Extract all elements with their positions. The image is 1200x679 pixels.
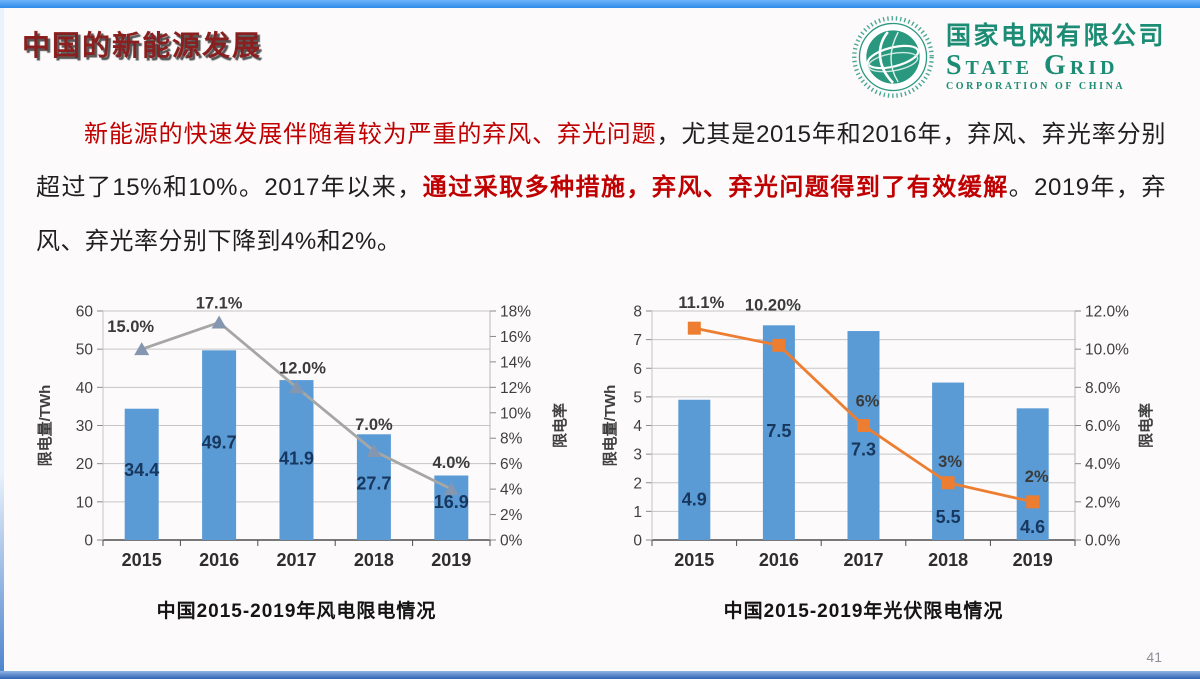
wind-curtailment-chart-svg: 60 50 40 30 20 10 0 18% 16% 14% 12% 10% 8% 6% 4% 2% 0% 20…: [36, 294, 569, 570]
svg-text:2: 2: [633, 475, 642, 492]
state-grid-logo-text: 国家电网有限公司 State Grid Corporation of China: [946, 22, 1166, 93]
logo-company-name-cn: 国家电网有限公司: [945, 21, 1166, 50]
left-border-edge: [0, 8, 4, 671]
top-border-bar: [0, 0, 1200, 8]
slide-title: 中国的新能源发展: [22, 30, 263, 61]
svg-text:4.0%: 4.0%: [1085, 456, 1121, 473]
svg-text:6.0%: 6.0%: [1085, 418, 1121, 435]
svg-text:27.7: 27.7: [356, 474, 391, 494]
wind-curtailment-chart: 60 50 40 30 20 10 0 18% 16% 14% 12% 10% 8% 6% 4% 2% 0% 20…: [20, 285, 580, 623]
svg-text:41.9: 41.9: [279, 448, 314, 468]
solar-chart-caption: 中国2015-2019年光伏限电情况: [723, 601, 1004, 622]
svg-text:10%: 10%: [500, 405, 531, 422]
svg-text:限电量/TWh: 限电量/TWh: [36, 385, 54, 467]
svg-text:2015: 2015: [122, 550, 162, 570]
svg-text:2%: 2%: [1025, 468, 1049, 486]
svg-text:30: 30: [76, 418, 94, 435]
solar-curtailment-chart: 8 7 6 5 4 3 2 1 0 12.0% 10.0% 8.0% 6.0% 4.0% 2.0% 0.0% 2…: [595, 285, 1200, 623]
svg-text:16.9: 16.9: [434, 492, 469, 512]
svg-text:2017: 2017: [843, 550, 883, 570]
svg-text:2019: 2019: [431, 550, 471, 570]
bottom-border-bar: [0, 671, 1200, 679]
svg-text:4.9: 4.9: [682, 490, 707, 510]
svg-text:12.0%: 12.0%: [279, 359, 326, 377]
svg-text:2016: 2016: [759, 550, 799, 570]
svg-text:15.0%: 15.0%: [107, 318, 154, 336]
svg-text:限电量/TWh: 限电量/TWh: [601, 385, 619, 467]
solar-curtailment-chart-svg: 8 7 6 5 4 3 2 1 0 12.0% 10.0% 8.0% 6.0% 4.0% 2.0% 0.0% 2…: [601, 294, 1155, 570]
svg-text:20: 20: [76, 456, 94, 473]
svg-text:12.0%: 12.0%: [1085, 304, 1129, 321]
svg-text:50: 50: [76, 342, 94, 359]
svg-text:11.1%: 11.1%: [678, 294, 724, 312]
svg-text:7.5: 7.5: [766, 421, 791, 441]
svg-text:5: 5: [633, 389, 642, 406]
svg-text:0: 0: [84, 533, 93, 550]
svg-text:0.0%: 0.0%: [1085, 533, 1121, 550]
svg-text:49.7: 49.7: [202, 432, 237, 452]
svg-text:60: 60: [76, 304, 94, 321]
svg-text:7: 7: [633, 332, 642, 349]
svg-text:6: 6: [633, 361, 642, 378]
svg-text:12%: 12%: [500, 380, 531, 397]
paragraph-segment: ，尤其是2015年和2016年，弃风、弃光率分别超过了15%和10%。2017年…: [36, 121, 1167, 202]
svg-text:7.3: 7.3: [851, 439, 876, 459]
paragraph-segment: 。2019年，弃风、弃光率分别下降到4%和2%。: [36, 174, 1167, 255]
svg-text:2016: 2016: [199, 550, 239, 570]
svg-text:34.4: 34.4: [124, 460, 159, 480]
state-grid-emblem-icon: [852, 16, 934, 98]
svg-text:4.0%: 4.0%: [432, 454, 470, 472]
svg-text:限电率: 限电率: [1137, 403, 1155, 448]
logo-company-name-en: State Grid: [945, 49, 1119, 81]
svg-text:0: 0: [633, 533, 642, 550]
svg-text:10.0%: 10.0%: [1085, 342, 1129, 359]
svg-text:10: 10: [76, 494, 94, 511]
svg-text:40: 40: [76, 380, 94, 397]
svg-text:8.0%: 8.0%: [1085, 380, 1121, 397]
svg-text:2017: 2017: [276, 550, 316, 570]
svg-text:7.0%: 7.0%: [355, 416, 393, 434]
svg-text:2018: 2018: [928, 550, 968, 570]
svg-text:2019: 2019: [1013, 550, 1053, 570]
logo-company-subtitle: Corporation of China: [945, 81, 1126, 93]
svg-text:4: 4: [633, 418, 642, 435]
paragraph-segment: 通过采取多种措施，弃风、弃光问题得到了有效缓解: [422, 174, 1009, 202]
svg-text:8: 8: [633, 304, 642, 321]
svg-text:18%: 18%: [500, 304, 531, 321]
svg-text:8%: 8%: [500, 431, 523, 448]
summary-paragraph: 新能源的快速发展伴随着较为严重的弃风、弃光问题，尤其是2015年和2016年，弃…: [36, 108, 1166, 268]
svg-text:17.1%: 17.1%: [196, 294, 243, 312]
svg-text:2%: 2%: [500, 507, 523, 524]
svg-text:0%: 0%: [500, 533, 523, 550]
page-number: 41: [1146, 649, 1162, 665]
svg-text:6%: 6%: [856, 393, 880, 411]
svg-text:3: 3: [633, 447, 642, 464]
svg-text:14%: 14%: [500, 354, 531, 371]
svg-text:16%: 16%: [500, 329, 531, 346]
svg-text:1: 1: [633, 504, 642, 521]
svg-text:3%: 3%: [938, 453, 962, 471]
svg-text:2015: 2015: [674, 550, 714, 570]
svg-text:6%: 6%: [500, 456, 523, 473]
svg-text:4%: 4%: [500, 482, 523, 499]
paragraph-segment: 新能源的快速发展伴随着较为严重的弃风、弃光问题: [84, 121, 657, 148]
wind-chart-caption: 中国2015-2019年风电限电情况: [156, 601, 437, 622]
state-grid-logo: 国家电网有限公司 State Grid Corporation of China: [850, 14, 1166, 100]
svg-text:2.0%: 2.0%: [1085, 494, 1121, 511]
svg-text:2018: 2018: [354, 550, 394, 570]
svg-text:4.6: 4.6: [1020, 517, 1045, 537]
svg-text:10.20%: 10.20%: [745, 296, 801, 314]
svg-text:5.5: 5.5: [936, 507, 961, 527]
svg-text:限电率: 限电率: [551, 403, 569, 448]
